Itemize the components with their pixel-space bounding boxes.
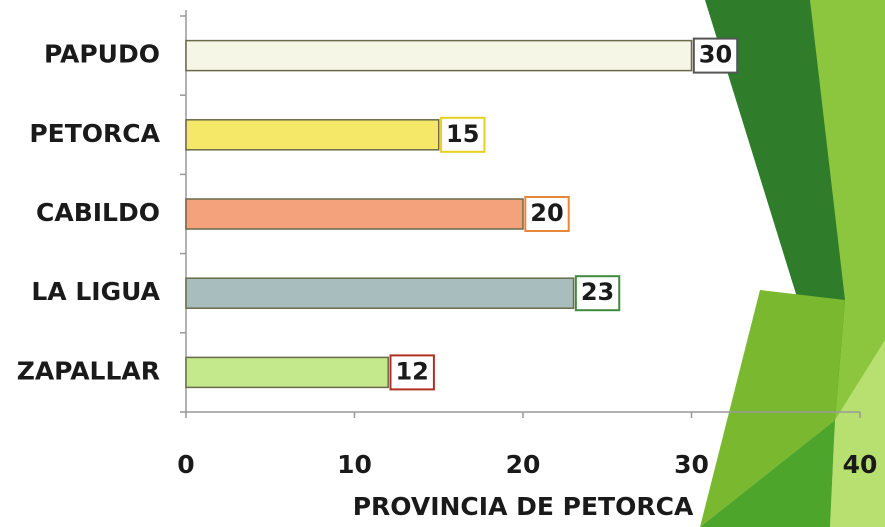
value-label-box	[440, 116, 486, 153]
x-tick-label: 40	[843, 450, 878, 479]
bar	[185, 39, 693, 72]
y-tick-label: ZAPALLAR	[17, 356, 160, 385]
green-shape	[700, 290, 845, 527]
x-tick-label: 20	[506, 450, 541, 479]
value-label: 30	[699, 41, 732, 69]
x-tick-label: 30	[674, 450, 709, 479]
value-label-box	[524, 196, 570, 232]
value-label: 15	[446, 120, 479, 148]
value-label: 20	[530, 199, 563, 227]
bar	[185, 198, 524, 230]
x-tick-label: 0	[177, 450, 194, 479]
value-label-box	[692, 37, 739, 74]
x-tick-label: 10	[337, 450, 372, 479]
value-label: 12	[395, 357, 428, 385]
bar	[185, 119, 440, 151]
decoration	[700, 0, 885, 527]
x-axis-label: PROVINCIA DE PETORCA	[353, 492, 694, 521]
y-tick-label: CABILDO	[36, 198, 160, 227]
y-tick-label: LA LIGUA	[31, 277, 160, 306]
green-shape	[700, 420, 835, 527]
value-label-box	[389, 354, 435, 391]
green-shape	[830, 340, 885, 527]
y-tick-label: PETORCA	[29, 119, 160, 148]
value-label: 23	[581, 278, 614, 306]
bar	[185, 356, 389, 389]
bar	[185, 277, 575, 309]
value-label-box	[574, 275, 621, 312]
y-tick-label: PAPUDO	[44, 40, 160, 69]
